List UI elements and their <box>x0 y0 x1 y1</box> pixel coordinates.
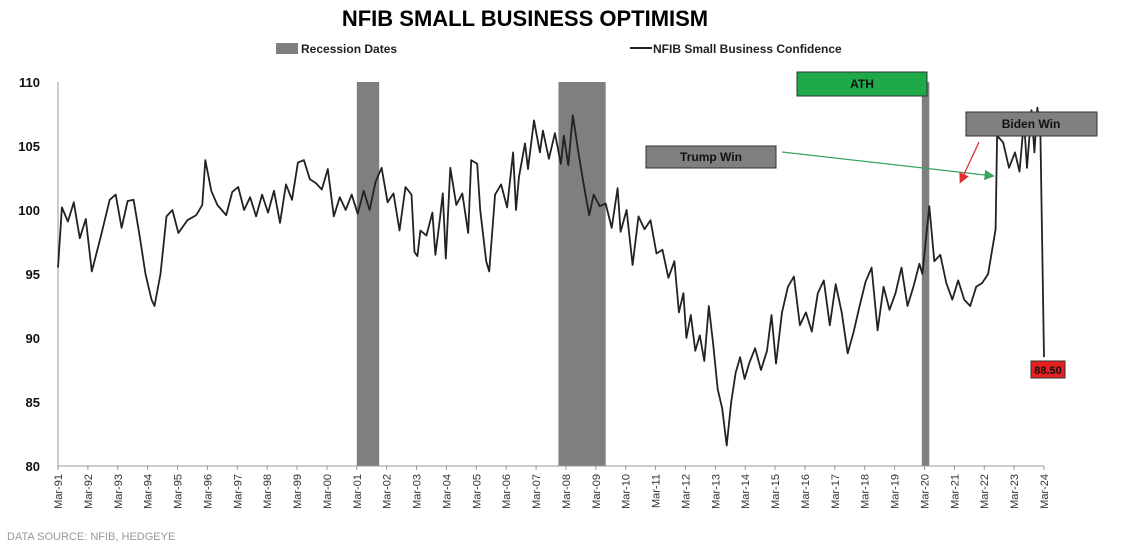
x-tick-label-11: Mar-02 <box>382 474 394 509</box>
recession-band-1 <box>558 82 606 466</box>
x-tick-label-5: Mar-96 <box>202 474 214 509</box>
x-tick-label-4: Mar-95 <box>173 474 185 509</box>
y-tick-label-3: 95 <box>26 267 40 282</box>
x-tick-label-3: Mar-94 <box>143 474 155 509</box>
trump-win-arrow <box>781 151 995 181</box>
x-tick-label-33: Mar-24 <box>1039 474 1051 509</box>
y-axis: 80 85 90 95 100 105 110 <box>18 75 59 474</box>
x-tick-label-27: Mar-18 <box>860 474 872 509</box>
x-tick-label-1: Mar-92 <box>83 474 95 509</box>
x-tick-label-23: Mar-14 <box>740 474 752 509</box>
x-tick-label-28: Mar-19 <box>890 474 902 509</box>
recession-bands <box>356 82 930 466</box>
x-tick-label-17: Mar-08 <box>561 474 573 509</box>
x-tick-label-18: Mar-09 <box>591 474 603 509</box>
x-tick-label-9: Mar-00 <box>322 474 334 509</box>
x-tick-label-15: Mar-06 <box>501 474 513 509</box>
biden-win-box <box>965 111 1098 137</box>
x-tick-label-0: Mar-91 <box>53 474 65 509</box>
ath-label: ATH <box>850 77 874 91</box>
data-source: DATA SOURCE: NFIB, HEDGEYE <box>7 531 175 543</box>
x-tick-label-10: Mar-01 <box>352 474 364 509</box>
y-tick-label-6: 110 <box>19 75 40 90</box>
biden-win-label: Biden Win <box>1002 117 1061 131</box>
y-tick-label-1: 85 <box>26 395 40 410</box>
x-tick-label-6: Mar-97 <box>232 474 244 509</box>
x-tick-label-14: Mar-05 <box>471 474 483 509</box>
x-tick-label-7: Mar-98 <box>262 474 274 509</box>
x-tick-label-32: Mar-23 <box>1009 474 1021 509</box>
x-tick-label-22: Mar-13 <box>710 474 722 509</box>
legend-recession-label: Recession Dates <box>301 42 397 56</box>
x-tick-label-13: Mar-04 <box>441 474 453 509</box>
y-tick-label-5: 105 <box>18 139 40 154</box>
x-tick-label-19: Mar-10 <box>621 474 633 509</box>
x-tick-label-29: Mar-20 <box>919 474 931 509</box>
legend: Recession Dates NFIB Small Business Conf… <box>276 42 842 56</box>
x-tick-label-2: Mar-93 <box>113 474 125 509</box>
chart-title: NFIB SMALL BUSINESS OPTIMISM <box>342 6 708 31</box>
x-tick-label-20: Mar-11 <box>651 474 663 508</box>
x-tick-label-31: Mar-22 <box>979 474 991 509</box>
x-tick-label-8: Mar-99 <box>292 474 304 509</box>
annotations: ATH Trump Win Biden Win 88.50 <box>645 71 1098 379</box>
y-tick-label-2: 90 <box>26 331 40 346</box>
series-layer <box>57 106 1045 447</box>
x-tick-label-12: Mar-03 <box>412 474 424 509</box>
x-tick-label-24: Mar-15 <box>770 474 782 509</box>
y-tick-label-0: 80 <box>26 459 40 474</box>
latest-value-label: 88.50 <box>1034 365 1062 377</box>
x-tick-label-21: Mar-12 <box>680 474 692 509</box>
latest-value-box <box>1030 360 1066 379</box>
x-axis: Mar-91 Mar-92 Mar-93 Mar-94 Mar-95 Mar-96 Mar-… <box>53 465 1051 509</box>
ath-box <box>796 71 928 97</box>
recession-band-2 <box>921 82 930 466</box>
x-tick-label-30: Mar-21 <box>949 474 961 509</box>
recession-band-0 <box>356 82 380 466</box>
y-tick-label-4: 100 <box>18 203 40 218</box>
series-line-0 <box>57 106 1045 447</box>
x-tick-label-25: Mar-16 <box>800 474 812 509</box>
x-tick-label-16: Mar-07 <box>531 474 543 509</box>
trump-win-label: Trump Win <box>680 150 742 164</box>
legend-recession-swatch <box>276 43 298 54</box>
biden-win-arrow <box>959 141 980 184</box>
x-tick-label-26: Mar-17 <box>830 474 842 509</box>
legend-series-label: NFIB Small Business Confidence <box>653 42 842 56</box>
trump-win-box <box>645 145 777 169</box>
